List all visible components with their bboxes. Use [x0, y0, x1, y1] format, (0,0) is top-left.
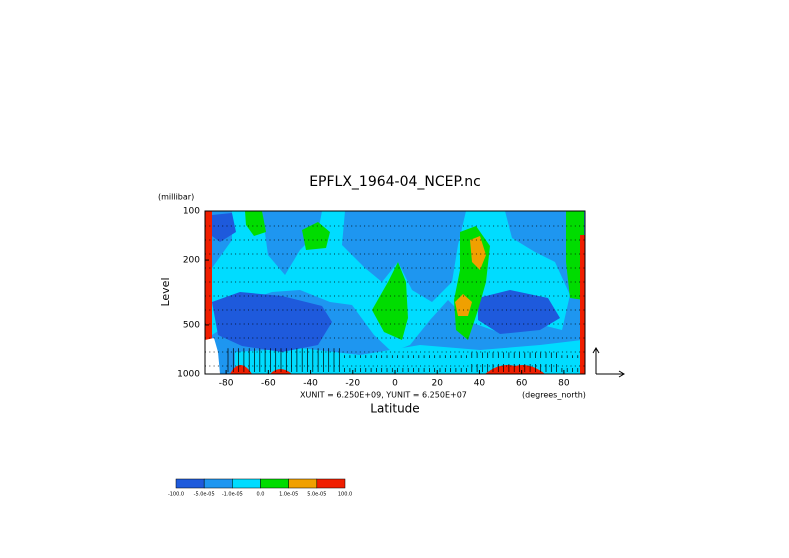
y-tick-label: 1000: [177, 370, 200, 380]
x-tick-label: 80: [558, 379, 570, 389]
x-axis-label: Latitude: [370, 402, 419, 416]
contour-region: [212, 213, 236, 242]
vector-field: [205, 225, 585, 372]
x-tick-label: -20: [345, 379, 360, 389]
reference-vector: [592, 347, 625, 378]
contour-region: [235, 340, 585, 374]
contour-region: [470, 236, 486, 270]
colorbar-label: 100.0: [338, 492, 352, 498]
colorbar-label: 1.0e-05: [279, 492, 298, 498]
y-tick-label: 100: [183, 207, 200, 217]
x-unit: (degrees_north): [522, 391, 586, 400]
colorbar-swatch: [203, 478, 233, 489]
missing-region: [205, 338, 220, 374]
x-tick-label: -60: [261, 379, 276, 389]
contour-region: [205, 211, 220, 374]
x-tick-label: -80: [219, 379, 234, 389]
contour-region: [245, 211, 266, 236]
colorbar-label: 0.0: [257, 492, 265, 498]
colorbar-swatch: [288, 478, 318, 489]
colorbar-swatch: [260, 478, 289, 489]
x-tick-label: -40: [303, 379, 318, 389]
colorbar-swatch: [232, 478, 261, 489]
vector-units: XUNIT = 6.250E+09, YUNIT = 6.250E+07: [300, 391, 467, 400]
contour-region: [580, 235, 585, 374]
contour-region: [302, 222, 330, 250]
x-tick-label: 20: [431, 379, 443, 389]
y-tick-label: 200: [183, 256, 200, 266]
contour-field: [205, 211, 585, 374]
x-tick-label: 60: [516, 379, 528, 389]
contour-region: [455, 294, 472, 316]
colorbar-label: 5.0e-05: [307, 492, 326, 498]
colorbar-label: -5.0e-05: [194, 492, 215, 498]
colorbar-swatch: [175, 478, 205, 489]
contour-region: [372, 262, 408, 340]
colorbar-label: -1.0e-05: [222, 492, 243, 498]
contour-region: [212, 292, 332, 352]
contour-region: [566, 211, 584, 300]
y-axis-label: Level: [159, 277, 172, 306]
chart-title: EPFLX_1964-04_NCEP.nc: [309, 174, 481, 190]
contour-region: [230, 365, 252, 374]
colorbar-swatch: [316, 478, 346, 489]
contour-region: [478, 290, 560, 334]
y-tick-label: 500: [183, 320, 200, 330]
x-tick-label: 40: [474, 379, 486, 389]
y-unit: (millibar): [158, 193, 194, 202]
colorbar-label: -100.0: [168, 492, 184, 498]
x-tick-label: 0: [392, 379, 398, 389]
